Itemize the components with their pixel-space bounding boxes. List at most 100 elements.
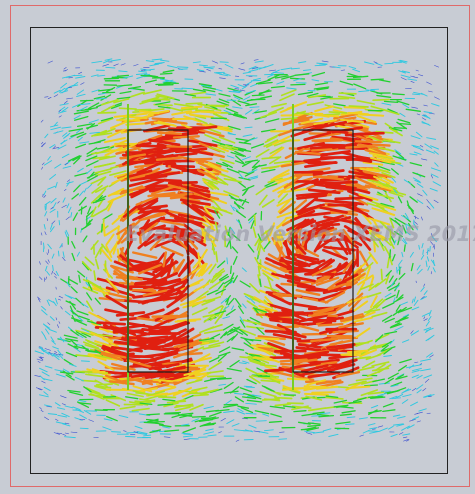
field-arrow (413, 91, 424, 95)
field-arrow (260, 323, 286, 331)
field-arrow (429, 187, 438, 192)
field-arrow (230, 151, 245, 157)
field-arrow (397, 314, 409, 322)
field-arrow (269, 222, 276, 237)
field-arrow (203, 181, 214, 191)
field-arrow (61, 403, 66, 406)
field-arrow (105, 233, 115, 246)
field-arrow (425, 260, 428, 267)
field-arrow (411, 370, 420, 373)
field-arrow (318, 303, 345, 313)
field-arrow (397, 122, 412, 126)
field-arrow (385, 270, 392, 277)
field-arrow (55, 270, 59, 277)
field-arrow (181, 432, 191, 435)
field-arrow (86, 168, 93, 175)
field-arrow (115, 311, 146, 317)
field-arrow (353, 316, 373, 323)
field-arrow (394, 326, 404, 331)
field-arrow (178, 107, 199, 112)
field-arrow (39, 367, 48, 373)
field-arrow (279, 259, 311, 268)
field-arrow (248, 218, 254, 224)
field-arrow (107, 193, 127, 203)
field-arrow (183, 435, 193, 438)
field-arrow (208, 280, 222, 290)
field-arrow (365, 265, 371, 280)
field-arrow (425, 321, 430, 327)
field-arrow (40, 409, 44, 413)
field-arrow (186, 378, 203, 385)
field-arrow (276, 323, 301, 337)
field-arrow (271, 102, 287, 108)
field-arrow (207, 162, 225, 172)
field-arrow (353, 205, 375, 221)
field-arrow (123, 430, 127, 432)
field-arrow (416, 420, 421, 423)
field-arrow (401, 399, 409, 404)
field-arrow (298, 245, 320, 258)
field-arrow (410, 262, 414, 272)
field-arrow (384, 62, 394, 65)
field-arrow (222, 323, 234, 331)
field-arrow (398, 60, 407, 64)
field-arrow (270, 85, 285, 89)
field-arrow (197, 161, 219, 173)
field-arrow (216, 176, 229, 186)
field-arrow (72, 155, 82, 162)
field-arrow (247, 169, 258, 174)
field-arrow (103, 77, 120, 80)
field-arrow (50, 126, 62, 131)
field-arrow (199, 64, 208, 67)
field-arrow (219, 77, 226, 79)
field-arrow (423, 290, 428, 296)
field-arrow (432, 181, 442, 187)
field-arrow (177, 155, 205, 164)
field-arrow (94, 385, 112, 389)
field-arrow (430, 145, 439, 150)
field-arrow (179, 198, 211, 206)
field-arrow (140, 74, 156, 78)
field-arrow (384, 330, 398, 335)
field-arrow (39, 406, 43, 410)
field-arrow (252, 164, 267, 168)
field-arrow (107, 187, 125, 197)
field-arrow (367, 391, 385, 395)
field-arrow (365, 353, 382, 361)
field-arrow (62, 70, 67, 72)
field-arrow (433, 150, 439, 155)
field-arrow (313, 86, 330, 90)
field-arrow (323, 237, 355, 243)
field-arrow (60, 82, 68, 89)
field-arrow (158, 320, 188, 333)
field-arrow (379, 427, 388, 432)
field-arrow (424, 378, 430, 383)
field-arrow (371, 311, 388, 318)
field-arrow (409, 153, 418, 156)
field-arrow (258, 431, 269, 434)
field-arrow (134, 108, 152, 111)
field-arrow (157, 84, 174, 86)
field-arrow (410, 330, 414, 334)
right-coil-outline[interactable] (292, 129, 354, 373)
field-arrow (265, 183, 278, 188)
field-arrow (408, 205, 415, 215)
field-arrow (223, 305, 230, 311)
field-arrow (215, 162, 229, 168)
field-arrow (269, 69, 277, 72)
field-arrow (229, 359, 240, 368)
field-arrow (104, 58, 113, 61)
field-arrow (199, 326, 215, 334)
field-arrow (94, 246, 102, 259)
field-arrow (64, 432, 69, 435)
field-arrow (426, 137, 437, 140)
field-arrow (61, 412, 70, 418)
field-arrow (78, 190, 84, 197)
field-arrow (232, 90, 242, 92)
field-arrow (52, 145, 56, 150)
field-arrow (389, 339, 395, 345)
left-coil-outline[interactable] (127, 129, 189, 373)
field-arrow (277, 199, 291, 213)
field-arrow (93, 270, 97, 281)
